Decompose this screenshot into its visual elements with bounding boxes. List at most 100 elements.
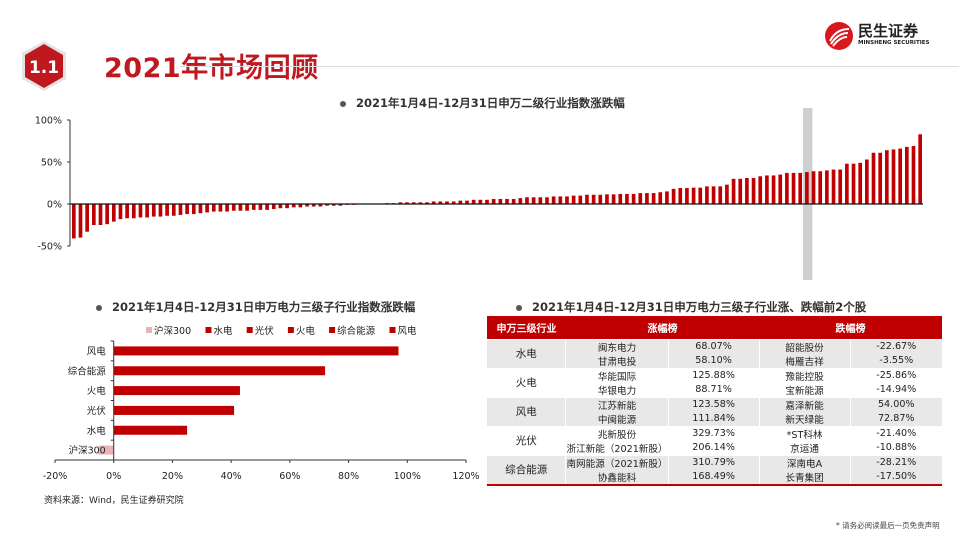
bullet-icon (340, 100, 346, 107)
bar (105, 204, 109, 225)
x-tick-label: 40% (221, 471, 242, 482)
y-tick-label: 100% (35, 116, 62, 127)
loser-change: -25.86% (850, 367, 942, 383)
gainer-change: 125.88% (668, 367, 760, 383)
bar (98, 445, 114, 455)
bar (738, 178, 743, 204)
bar (138, 204, 143, 218)
bar (498, 198, 503, 204)
industry-cell: 综合能源 (487, 454, 567, 485)
bar (285, 204, 289, 209)
loser-change: -21.40% (850, 425, 942, 441)
loser-change: 54.00% (850, 396, 942, 412)
bar (298, 204, 303, 208)
bar (518, 198, 523, 204)
bar (878, 152, 883, 204)
bar (98, 204, 103, 225)
header-divider (180, 66, 959, 67)
chart2-title: 2021年1月4日-12月31日申万电力三级子行业指数涨跌幅 (112, 300, 416, 314)
gainer-change: 88.71% (668, 382, 760, 397)
x-tick-label: 0% (106, 471, 121, 482)
bar (113, 425, 188, 435)
loser-change: -10.88% (850, 440, 942, 455)
bar (165, 204, 169, 216)
bar (411, 202, 416, 204)
bar (271, 204, 276, 210)
bar (198, 204, 203, 214)
x-tick-label: 100% (394, 471, 421, 482)
table-row: 华银电力 88.71% 宝新能源 -14.94% (487, 382, 942, 397)
x-tick-label: 20% (162, 471, 183, 482)
loser-change: -28.21% (850, 454, 942, 470)
bar (658, 192, 663, 204)
bar (525, 197, 529, 204)
x-tick-label: 60% (279, 471, 300, 482)
bar (805, 172, 809, 204)
table-row: 风电 江苏新能 123.58% 嘉泽新能 54.00% (487, 396, 942, 426)
bar (325, 204, 329, 206)
bar (825, 170, 829, 204)
disclaimer: * 请务必阅读最后一页免责声明 (836, 521, 940, 530)
loser-name: 韶能股份 (759, 338, 851, 354)
legend-label: 综合能源 (337, 325, 376, 337)
loser-name: 新天绿能 (759, 411, 851, 426)
bar (605, 194, 609, 204)
loser-change: -22.67% (850, 338, 942, 354)
bar (665, 191, 669, 204)
bar (851, 163, 856, 204)
bar (838, 169, 843, 204)
table-row: 火电 华能国际 125.88% 豫能控股 -25.86% (487, 367, 942, 397)
gainer-change: 68.07% (668, 338, 760, 354)
bar (698, 187, 703, 204)
table-title-wrap: 2021年1月4日-12月31日申万电力三级子行业涨、跌幅前2个股 (516, 299, 866, 315)
bar (618, 193, 623, 204)
loser-name: 京运通 (759, 440, 851, 455)
bar (638, 193, 643, 204)
gainer-name: 协鑫能科 (565, 469, 669, 485)
legend-label: 火电 (296, 325, 316, 337)
legend-label: 水电 (214, 325, 234, 337)
gainer-change: 310.79% (668, 454, 760, 470)
bar (718, 186, 723, 204)
bar (78, 204, 83, 238)
industry-bar-chart: 100% 50% 0% -50% (35, 108, 923, 280)
bullet-icon (516, 304, 522, 311)
bar (845, 163, 849, 204)
bar (225, 204, 229, 212)
bar (91, 204, 96, 225)
bar (598, 194, 603, 204)
gainer-change: 329.73% (668, 425, 760, 441)
bar (111, 204, 116, 222)
bar (265, 204, 269, 210)
bar (918, 134, 923, 204)
table-header-row: 申万三级行业 涨幅榜 跌幅榜 (487, 316, 942, 339)
bar (831, 169, 836, 204)
bar (705, 186, 709, 204)
bar (731, 178, 736, 204)
loser-name: 深南电A (759, 454, 851, 470)
x-tick-label: 80% (338, 471, 359, 482)
bar (791, 172, 796, 204)
industry-cell: 光伏 (487, 425, 567, 455)
bar (185, 204, 189, 215)
chart1-title-wrap: 2021年1月4日-12月31日申万二级行业指数涨跌幅 (340, 95, 625, 111)
table-title: 2021年1月4日-12月31日申万电力三级子行业涨、跌幅前2个股 (532, 300, 867, 314)
y-tick-label: -50% (37, 242, 62, 253)
bar (113, 405, 235, 415)
industry-cell: 风电 (487, 396, 567, 426)
bar (725, 184, 729, 204)
bullet-icon (96, 304, 102, 311)
bar (758, 176, 763, 204)
bar (131, 204, 136, 219)
badge-number: 1.1 (29, 58, 59, 78)
bar (818, 171, 823, 204)
bar (145, 204, 149, 218)
bar (691, 187, 696, 204)
header-gainers: 涨幅榜 (565, 316, 760, 339)
table-row: 甘肃电投 58.10% 梅雁吉祥 -3.55% (487, 353, 942, 368)
legend-swatch (205, 327, 212, 333)
legend-label: 光伏 (255, 325, 275, 337)
bar (625, 193, 629, 204)
table-row: 浙江新能（2021新股） 206.14% 京运通 -10.88% (487, 440, 942, 455)
